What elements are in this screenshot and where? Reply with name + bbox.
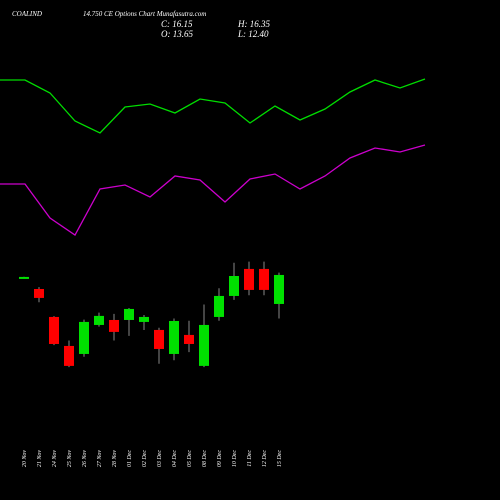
candle-body [229, 276, 239, 296]
candle-body [154, 329, 164, 349]
x-tick-label: 25 Nov [67, 450, 73, 468]
high-label: H: 16.35 [237, 19, 270, 29]
x-tick-label: 03 Dec [157, 450, 163, 467]
x-tick-label: 20 Nov [22, 450, 28, 468]
candle-body [244, 268, 254, 290]
x-tick-label: 21 Nov [37, 450, 43, 468]
candle-body [124, 308, 134, 320]
x-tick-label: 02 Dec [142, 450, 148, 467]
x-tick-label: 28 Nov [112, 450, 118, 468]
x-tick-label: 15 Dec [277, 450, 283, 467]
x-tick-label: 01 Dec [127, 450, 133, 467]
candle-body [64, 345, 74, 366]
candle-body [139, 316, 149, 322]
indicator-line [0, 144, 426, 236]
x-tick-label: 26 Nov [82, 450, 88, 468]
x-tick-label: 24 Nov [51, 450, 58, 468]
candle-body [259, 268, 269, 290]
candle-body [109, 319, 119, 332]
x-tick-label: 27 Nov [97, 450, 103, 468]
close-label: C: 16.15 [161, 19, 193, 29]
x-tick-label: 09 Dec [217, 450, 223, 467]
symbol: COALIND [12, 10, 42, 18]
x-tick-label: 08 Dec [202, 450, 208, 467]
candle-body [184, 334, 194, 344]
candle-body [214, 295, 224, 317]
candle-body [169, 321, 179, 354]
indicator-line [0, 78, 426, 134]
candle-body [79, 321, 89, 354]
x-tick-label: 04 Dec [171, 450, 178, 467]
low-label: L: 12.40 [237, 29, 269, 39]
candle-body [49, 316, 59, 344]
candle-body [199, 324, 209, 366]
x-tick-label: 12 Dec [262, 450, 268, 467]
subtitle: 14.750 CE Options Chart Munafasutra.com [83, 10, 206, 18]
x-tick-label: 05 Dec [187, 450, 193, 467]
candle-body [274, 274, 284, 304]
candle-body [34, 288, 44, 298]
x-tick-label: 10 Dec [232, 450, 238, 467]
candle-body [94, 315, 104, 325]
x-tick-label: 11 Dec [247, 450, 253, 467]
open-label: O: 13.65 [161, 29, 193, 39]
candle-body [19, 276, 29, 279]
